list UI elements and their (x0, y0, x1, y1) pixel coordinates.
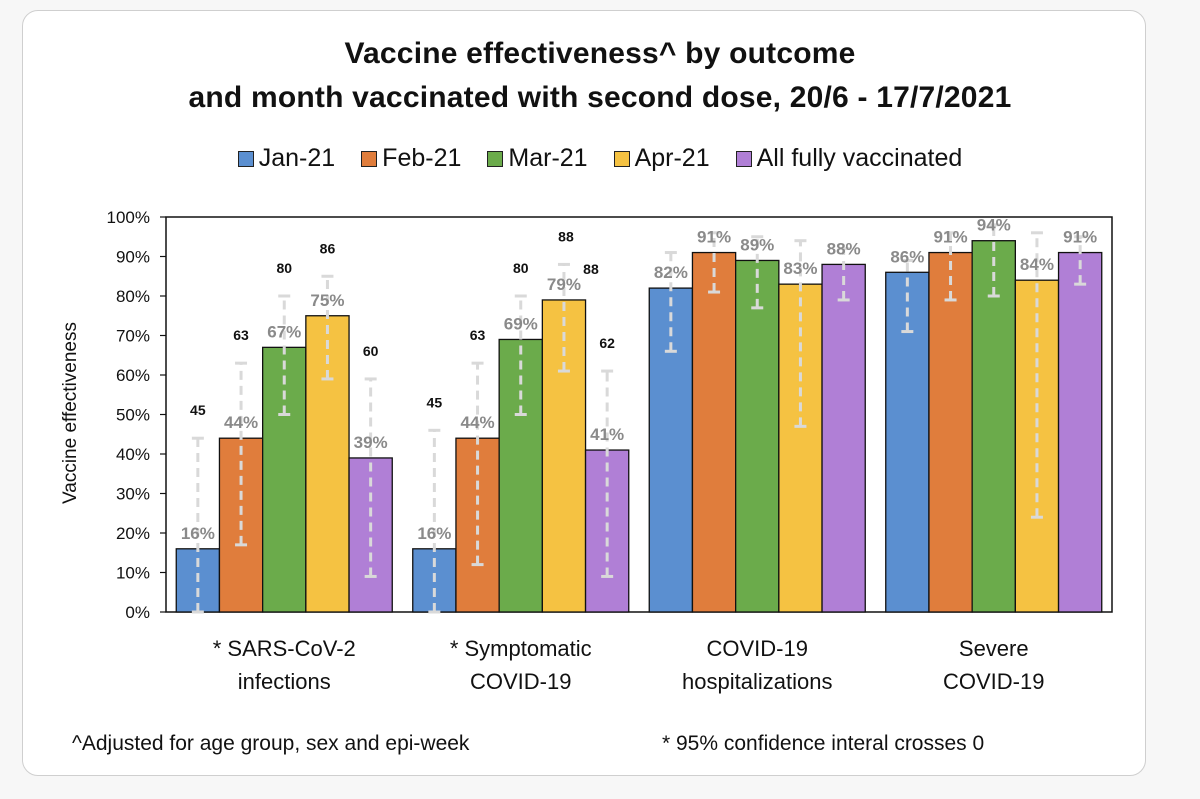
y-tick-label: 90% (116, 248, 150, 267)
ci-upper-label: 62 (599, 335, 615, 351)
legend-item-feb-21: Feb-21 (361, 144, 461, 173)
data-label: 91% (934, 228, 968, 247)
y-tick-label: 10% (116, 564, 150, 583)
data-label: 41% (590, 425, 624, 444)
ci-upper-label: 63 (470, 327, 486, 343)
data-label: 16% (417, 524, 451, 543)
data-label: 86% (890, 247, 924, 266)
x-category-label-line: COVID-19 (943, 669, 1045, 694)
y-tick-label: 30% (116, 485, 150, 504)
ci-upper-label: 88 (558, 228, 574, 244)
x-category-label-line: hospitalizations (682, 669, 833, 694)
chart-title-line-1: Vaccine effectiveness^ by outcome (344, 37, 856, 70)
legend-item-apr-21: Apr-21 (613, 144, 710, 173)
legend-item-all-fully-vaccinated: All fully vaccinated (735, 144, 963, 173)
legend-label: Apr-21 (634, 144, 710, 172)
ci-upper-label: 80 (276, 260, 292, 276)
data-label: 94% (977, 216, 1011, 235)
data-label: 88% (827, 239, 861, 258)
data-label: 39% (354, 433, 388, 452)
legend-label: Feb-21 (382, 144, 462, 172)
y-tick-label: 70% (116, 327, 150, 346)
data-label: 67% (267, 322, 301, 341)
chart-title-line-2: and month vaccinated with second dose, 2… (188, 81, 1012, 114)
legend-item-mar-21: Mar-21 (487, 144, 588, 173)
legend-label: Mar-21 (508, 144, 588, 172)
legend-swatch (613, 150, 630, 167)
x-category-label-line: infections (237, 669, 331, 694)
bar-all-fully-vaccinated (1057, 251, 1103, 613)
ci-upper-label: 45 (190, 402, 206, 418)
x-category-label: Severe COVID-19 (884, 632, 1104, 698)
data-label: 75% (310, 291, 344, 310)
x-category-label: * Symptomatic COVID-19 (411, 632, 631, 698)
bar-feb-21 (455, 437, 500, 613)
data-label: 89% (740, 235, 774, 254)
data-label: 69% (504, 314, 538, 333)
data-label: 84% (1020, 255, 1054, 274)
x-category-label-line: * SARS-CoV-2 (212, 636, 356, 661)
data-label: 83% (783, 259, 817, 278)
y-tick-label: 50% (116, 406, 150, 425)
bar-mar-21 (971, 240, 1017, 613)
footnote-confidence-interval: * 95% confidence interal crosses 0 (662, 732, 985, 755)
ci-upper-label: 86 (320, 240, 336, 256)
chart-legend: Jan-21 Feb-21 Mar-21 Apr-21 All fully vaccin… (0, 144, 1200, 173)
x-category-label: * SARS-CoV-2 infections (174, 632, 394, 698)
ci-upper-label: 88 (583, 261, 599, 277)
data-label: 16% (181, 524, 215, 543)
data-label: 82% (654, 263, 688, 282)
legend-swatch (735, 150, 752, 167)
y-tick-label: 20% (116, 524, 150, 543)
data-label: 91% (1063, 228, 1097, 247)
y-tick-label: 0% (125, 603, 150, 622)
ci-upper-label: 63 (233, 327, 249, 343)
ci-upper-label: 80 (513, 260, 529, 276)
y-tick-label: 80% (116, 287, 150, 306)
x-category-label: COVID-19 hospitalizations (647, 632, 867, 698)
legend-item-jan-21: Jan-21 (237, 144, 336, 173)
bar-all-fully-vaccinated (821, 263, 866, 613)
ci-upper-label: 45 (427, 394, 443, 410)
data-label: 44% (224, 413, 258, 432)
footnote-adjustment: ^Adjusted for age group, sex and epi-wee… (72, 732, 470, 755)
legend-label: All fully vaccinated (756, 144, 963, 172)
x-category-label-line: Severe (958, 636, 1029, 661)
x-category-label-line: * Symptomatic (449, 636, 592, 661)
data-label: 79% (547, 275, 581, 294)
bar-mar-21 (735, 259, 780, 613)
data-label: 91% (697, 228, 731, 247)
legend-swatch (237, 150, 254, 167)
legend-swatch (487, 150, 504, 167)
bar-feb-21 (928, 251, 973, 613)
y-tick-label: 40% (116, 445, 150, 464)
bar-feb-21 (691, 251, 737, 613)
x-category-label-line: COVID-19 (470, 669, 572, 694)
bar-apr-21 (541, 299, 587, 613)
bar-jan-21 (648, 287, 694, 613)
bar-mar-21 (261, 346, 307, 613)
legend-swatch (361, 150, 378, 167)
bar-apr-21 (305, 315, 350, 613)
y-tick-label: 100% (107, 208, 150, 227)
y-tick-label: 60% (116, 366, 150, 385)
legend-label: Jan-21 (258, 144, 336, 172)
x-category-label-line: COVID-19 (706, 636, 808, 661)
data-label: 44% (461, 413, 495, 432)
ci-upper-label: 60 (363, 343, 379, 359)
